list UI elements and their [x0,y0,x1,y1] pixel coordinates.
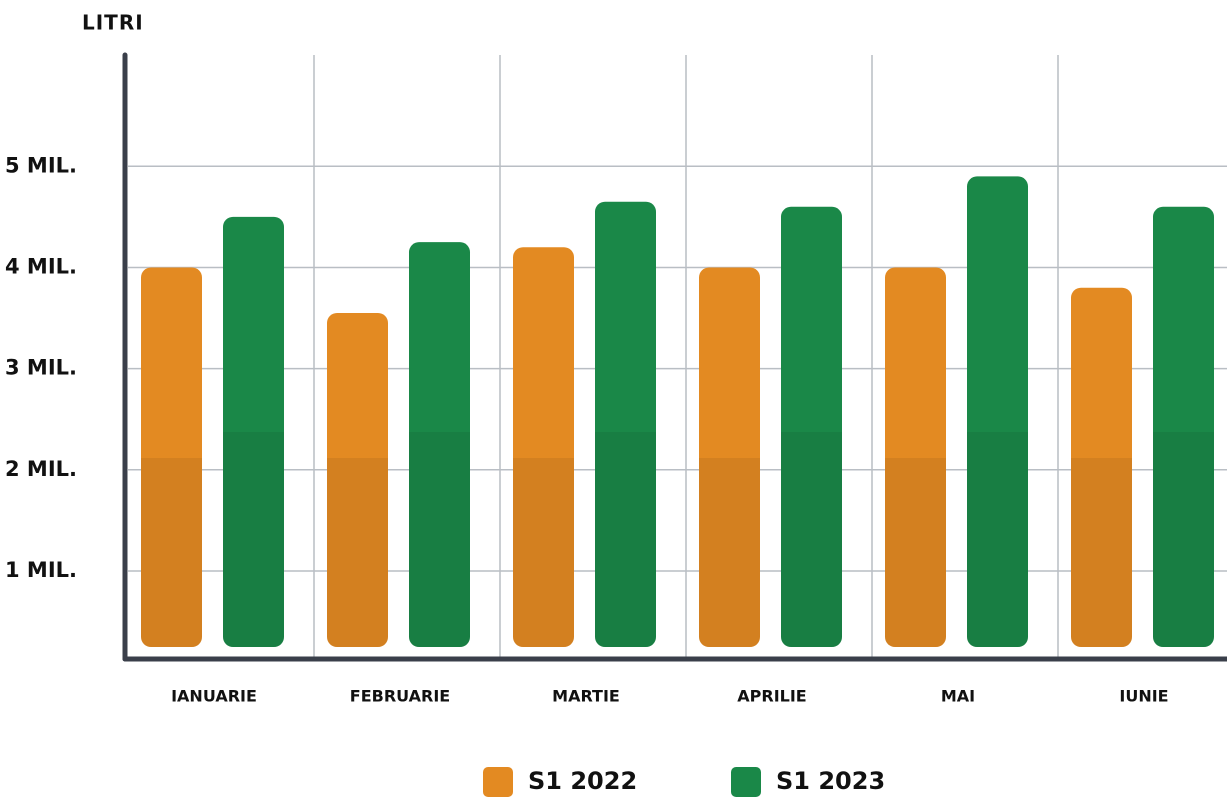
legend-label: S1 2023 [776,767,885,795]
bar [885,267,946,647]
bar [699,267,760,647]
y-tick-label: 3 MIL. [5,356,77,380]
bar [1153,206,1214,647]
bar [513,247,574,648]
x-tick-label: MAI [941,687,975,706]
bar [781,206,842,647]
legend-swatch [731,767,761,797]
bar [967,176,1028,647]
y-tick-label: 1 MIL. [5,558,77,582]
bar [1071,287,1132,647]
bar [409,242,470,647]
legend-label: S1 2022 [528,767,637,795]
bar [595,201,656,647]
x-tick-label: APRILIE [737,687,806,706]
y-tick-label: 2 MIL. [5,457,77,481]
legend-swatch [483,767,513,797]
bar [141,267,202,647]
x-tick-label: IUNIE [1119,687,1168,706]
bar [223,216,284,648]
y-tick-label: 5 MIL. [5,153,77,177]
y-tick-label: 4 MIL. [5,254,77,278]
axis-title: LITRI [82,11,144,35]
x-tick-label: IANUARIE [171,687,257,706]
bar [327,312,388,647]
x-tick-label: FEBRUARIE [350,687,450,706]
x-tick-label: MARTIE [552,687,620,706]
